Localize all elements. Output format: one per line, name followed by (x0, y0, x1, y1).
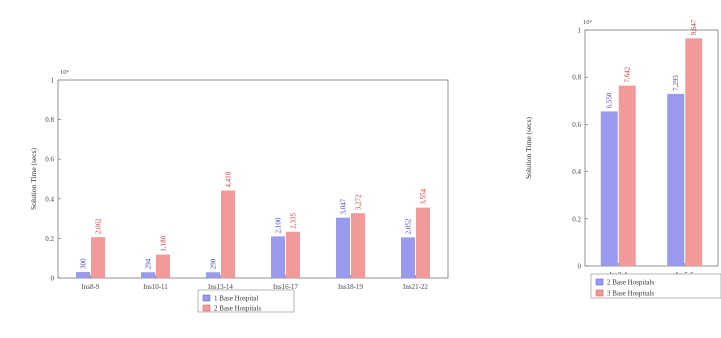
data-label: 4,418 (225, 171, 233, 187)
y-axis-multiplier: 10⁴ (60, 69, 70, 76)
legend-box (197, 289, 295, 313)
data-label: 7,293 (672, 75, 680, 91)
y-tick-label: 0.4 (572, 168, 581, 176)
data-label: 294 (145, 258, 153, 269)
y-tick-label: 0 (51, 275, 55, 283)
y-tick-label: 1 (578, 27, 582, 35)
data-label: 2,052 (405, 218, 413, 234)
x-tick-label: Ins21-22 (403, 283, 428, 291)
bar-1 (600, 111, 618, 266)
legend-box (590, 273, 721, 299)
y-axis-multiplier: 10⁴ (583, 19, 593, 26)
y-tick-label: 0 (578, 263, 582, 271)
data-label: 2,062 (95, 218, 103, 234)
x-tick-label: Ins10-11 (143, 283, 168, 291)
y-tick-label: 1 (51, 77, 55, 85)
bar-1 (141, 272, 155, 278)
x-tick-label: Ins16-17 (273, 283, 298, 291)
data-label: 1,180 (160, 235, 168, 251)
y-axis-label: Solution Time (secs) (29, 147, 38, 210)
bar-2 (156, 254, 170, 278)
legend-label: 2 Base Hospitals (214, 305, 261, 313)
legend-swatch (202, 304, 211, 312)
y-tick-label: 0.6 (572, 121, 581, 129)
bar-1 (667, 93, 685, 267)
legend-swatch (595, 278, 604, 286)
data-label: 290 (210, 258, 218, 269)
bar-2 (618, 85, 636, 266)
legend-label: 2 Base Hospitals (607, 279, 654, 287)
bar-1 (401, 237, 415, 278)
bar-2 (91, 237, 105, 278)
data-label: 2,100 (275, 217, 283, 233)
data-label: 3,554 (420, 188, 428, 204)
bar-1 (76, 272, 90, 278)
bar-2 (286, 231, 300, 278)
legend-swatch (595, 289, 604, 297)
data-label: 3,047 (340, 198, 348, 214)
plot-frame (57, 79, 449, 279)
bar-1 (271, 236, 285, 278)
bar-2 (221, 190, 235, 278)
bar-1 (206, 272, 220, 278)
y-tick-label: 0.8 (572, 74, 581, 82)
bar-2 (685, 38, 703, 267)
y-axis-label: Solution Time (secs) (524, 116, 533, 179)
y-tick-label: 0.8 (45, 116, 54, 124)
data-label: 6,550 (606, 92, 614, 108)
bar-2 (416, 207, 430, 278)
data-label: 7,642 (624, 66, 632, 82)
legend-label: 1 Base Hospital (214, 295, 258, 303)
y-tick-label: 0.4 (45, 195, 54, 203)
data-label: 3,272 (355, 194, 363, 210)
bar-1 (336, 217, 350, 278)
chart-1: 0 0.2 0.4 0.6 0.8 1 10⁴ Solution Time (secs) Ins… (29, 69, 449, 313)
x-tick-label: Ins8-9 (82, 283, 100, 291)
y-tick-label: 0.6 (45, 156, 54, 164)
data-label: 2,335 (290, 213, 298, 229)
y-tick-label: 0.2 (45, 235, 54, 243)
y-tick-label: 0.2 (572, 215, 581, 223)
legend-swatch (202, 294, 211, 302)
x-tick-label: Ins13-14 (208, 283, 233, 291)
plot-frame (584, 29, 719, 267)
bar-2 (351, 213, 365, 278)
legend-label: 3 Base Hospitals (607, 290, 654, 298)
data-label: 9,647 (690, 19, 698, 35)
x-tick-label: Ins18-19 (338, 283, 363, 291)
data-label: 300 (80, 258, 88, 269)
